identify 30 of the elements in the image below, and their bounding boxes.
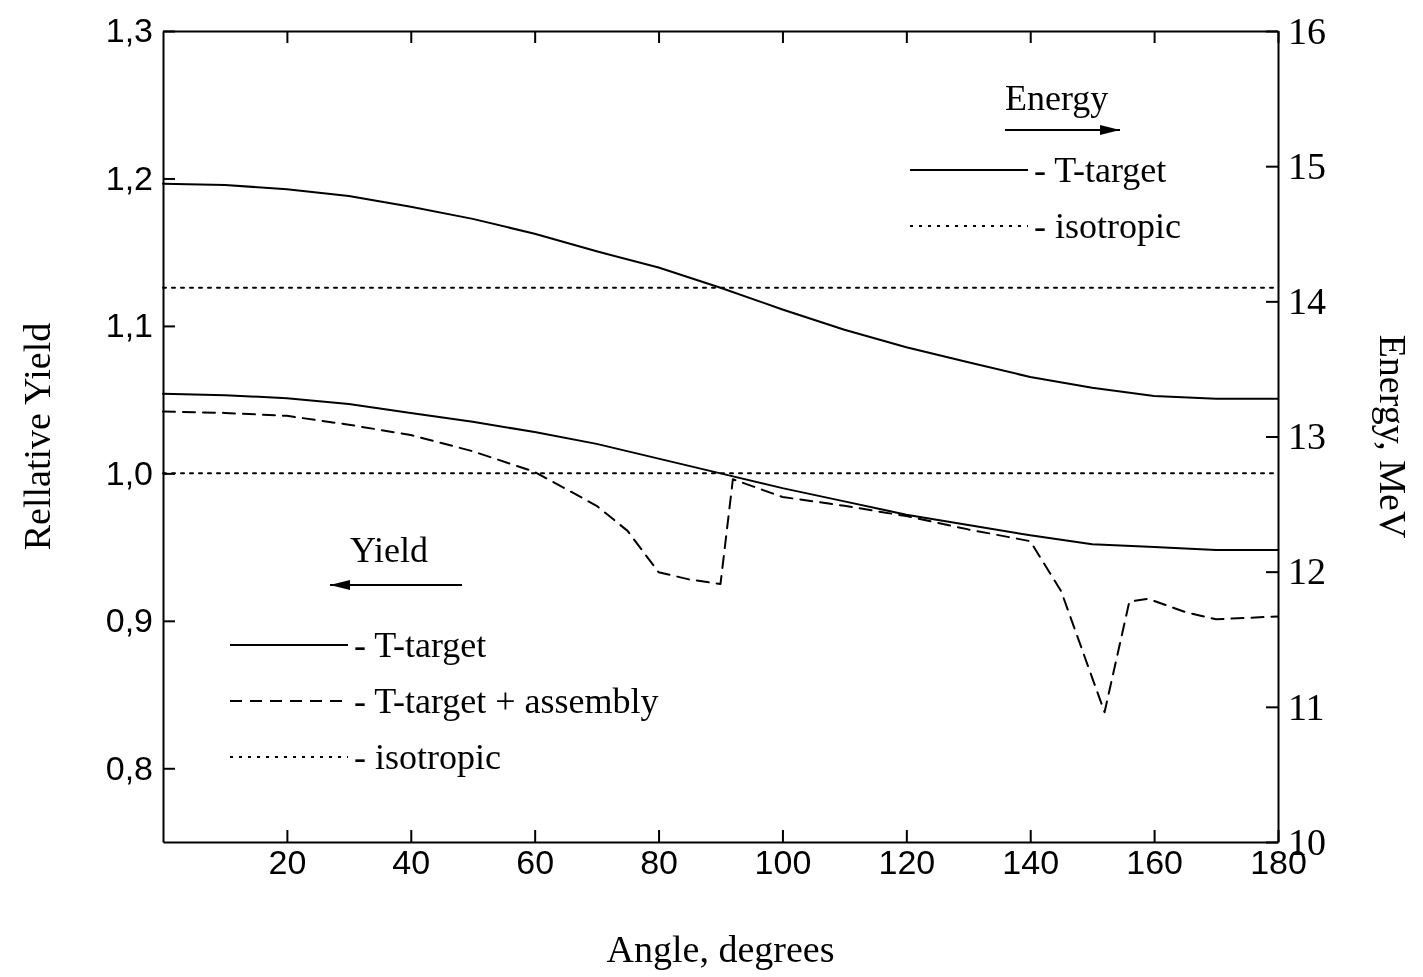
annotation: Energy (1005, 78, 1109, 118)
y2-tick-label: 13 (1288, 415, 1326, 458)
x-tick-label: 140 (1002, 843, 1060, 882)
y2-axis-title: Energy, MeV (1372, 334, 1414, 539)
y2-tick-label: 12 (1288, 550, 1326, 593)
legend-label: - T-target (354, 625, 487, 665)
y2-tick-label: 16 (1288, 9, 1326, 52)
x-tick-label: 20 (268, 843, 307, 882)
x-tick-label: 120 (878, 843, 936, 882)
x-axis-title: Angle, degrees (606, 928, 835, 970)
y-tick-label: 0,9 (105, 601, 153, 640)
x-tick-label: 160 (1126, 843, 1183, 882)
y2-tick-label: 14 (1288, 279, 1326, 322)
x-tick-label: 60 (516, 843, 555, 882)
y-tick-label: 0,8 (105, 748, 153, 787)
y2-tick-label: 11 (1288, 685, 1325, 728)
x-tick-label: 100 (754, 843, 812, 882)
legend-label: - T-target (1034, 150, 1167, 190)
legend-label: - T-target + assembly (354, 681, 659, 721)
y-tick-label: 1,2 (105, 158, 153, 197)
y2-tick-label: 15 (1288, 144, 1326, 187)
legend-label: - isotropic (354, 737, 501, 777)
y-tick-label: 1,1 (105, 306, 153, 345)
y-tick-label: 1,0 (105, 453, 153, 492)
y-axis-title: Rellative Yield (16, 322, 58, 551)
y-tick-label: 1,3 (105, 11, 153, 50)
legend-label: - isotropic (1034, 206, 1181, 246)
x-tick-label: 40 (392, 843, 431, 882)
x-tick-label: 80 (640, 843, 678, 882)
annotation: Yield (350, 530, 428, 570)
